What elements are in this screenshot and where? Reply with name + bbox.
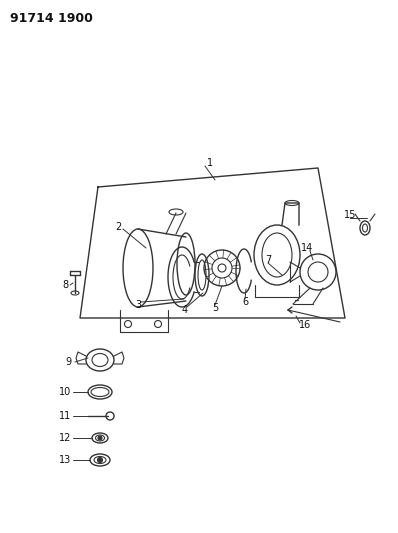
Text: 6: 6: [242, 297, 248, 307]
Text: 9: 9: [65, 357, 71, 367]
Text: 10: 10: [59, 387, 71, 397]
Text: 4: 4: [182, 305, 188, 315]
Text: 16: 16: [299, 320, 311, 330]
Text: 1: 1: [207, 158, 213, 168]
Circle shape: [98, 457, 103, 463]
Text: 2: 2: [115, 222, 121, 232]
Text: 11: 11: [59, 411, 71, 421]
Text: 7: 7: [265, 255, 271, 265]
Text: 14: 14: [301, 243, 313, 253]
Text: 5: 5: [212, 303, 218, 313]
Text: 15: 15: [344, 210, 356, 220]
Text: 12: 12: [59, 433, 71, 443]
Text: 13: 13: [59, 455, 71, 465]
Text: 91714 1900: 91714 1900: [10, 12, 93, 25]
Text: 8: 8: [62, 280, 68, 290]
Text: 3: 3: [135, 300, 141, 310]
Circle shape: [98, 436, 102, 440]
